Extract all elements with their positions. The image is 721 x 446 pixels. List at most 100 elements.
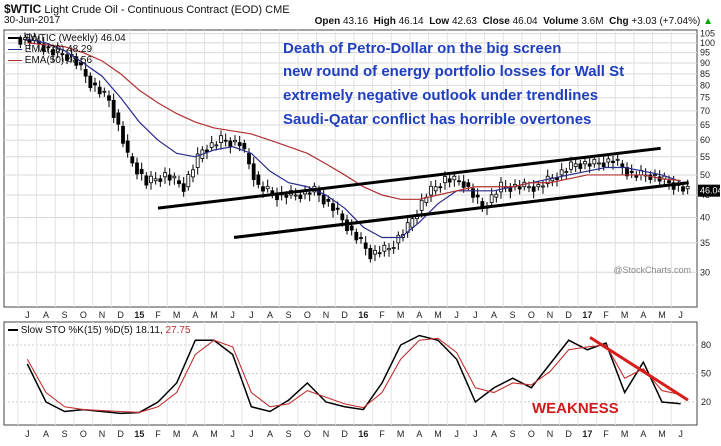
x-tick-label-top: D [117,310,124,320]
price-ema-lines [27,38,681,239]
weakness-label: WEAKNESS [532,400,619,417]
candle-body [167,174,172,181]
stoch-down-trendline [589,336,689,402]
x-tick-label-top: M [658,310,666,320]
candle-body [438,186,443,189]
price-tick-label: 55 [700,152,710,162]
x-tick-label-top: M [173,310,181,320]
candle-body [489,194,494,203]
x-tick-label-top: A [192,310,198,320]
stoch-legend-label: Slow STO %K(15) %D(5) [20,325,133,336]
candle-body [172,175,177,179]
ohlc-readout: Open 43.16 High 46.14 Low 42.63 Close 46… [314,16,713,27]
candle-body [149,175,153,184]
candle-body [583,161,587,165]
symbol: $WTIC [4,2,42,16]
candle-body [615,158,620,161]
change-arrow-icon: ▲ [703,16,713,27]
candle-body [51,49,55,56]
annotation-line-2: new round of energy portfolio losses for… [283,63,625,80]
x-tick-label-bottom: D [341,429,348,439]
x-tick-label-bottom: D [565,429,572,439]
candle-body [410,218,415,228]
stoch-tick-label: 20 [701,397,711,407]
candle-body [349,225,354,231]
volume-value: 3.6M [581,16,604,27]
candle-body [186,174,191,188]
stoch-legend: Slow STO %K(15) %D(5) 18.11, 27.75 [8,325,191,336]
candle-body [41,43,46,52]
x-tick-label-bottom: J [25,429,30,439]
x-tick-label-top: F [379,310,385,320]
candle-body [452,175,457,181]
symbol-name: Light Crude Oil - Continuous Contract (E… [44,4,263,16]
candle-body [419,199,424,211]
annotation-line-4: Saudi-Qatar conflict has horrible overto… [283,111,592,128]
price-tick-label: 100 [700,38,715,48]
stoch-grid [4,322,697,425]
candle-body [219,135,223,144]
candle-body [559,169,564,176]
candle-body [237,142,242,147]
candle-body [443,176,447,184]
candle-body [429,185,433,196]
candle-body [121,126,125,144]
x-tick-label-bottom: O [80,429,87,439]
candle-body [466,182,471,187]
candle-body [517,186,522,190]
candle-body [592,158,597,165]
price-tick-label: 95 [700,48,710,58]
candle-body [223,139,228,142]
candle-body [373,249,377,255]
x-tick-label-bottom: F [603,429,609,439]
candle-body [125,140,130,153]
candle-body [111,99,116,118]
brand-watermark: @StockCharts.com [613,265,691,275]
candle-body [475,194,480,198]
x-tick-label-bottom: J [454,429,459,439]
price-trendlines [157,146,689,240]
x-tick-label-top: N [547,310,554,320]
x-tick-label-bottom: A [267,429,273,439]
x-tick-label-top: F [155,310,161,320]
x-tick-label-bottom: N [99,429,106,439]
candle-body [377,252,382,255]
annotation-line-3: extremely negative outlook under trendli… [283,87,599,104]
ema-line [27,42,681,200]
x-tick-label-top: S [286,310,292,320]
price-tick-label: 30 [700,267,710,277]
candle-body [471,188,475,198]
price-tick-label: 65 [700,120,710,130]
candle-body [326,198,331,202]
x-tick-label-top: J [249,310,254,320]
exchange: CME [265,4,290,16]
x-tick-label-top: J [454,310,459,320]
x-tick-label-bottom: S [510,429,516,439]
x-tick-label-top: O [80,310,87,320]
x-axis-bottom: J A S O N D 15 F M A M J J A S O N D 16 F M A M J J A S O N D 17 F M A M J [25,429,683,439]
x-tick-label-bottom: N [323,429,330,439]
candle-body [139,168,144,175]
price-tick-label: 35 [700,238,710,248]
candle-body [293,194,298,197]
candle-body [433,186,438,192]
lower-trendline [233,181,689,240]
x-tick-label-bottom: A [416,429,422,439]
x-tick-label-bottom: O [304,429,311,439]
price-tick-label: 70 [700,106,710,116]
price-tick-label: 75 [700,93,710,103]
x-tick-label-bottom: J [678,429,683,439]
x-tick-label-bottom: J [249,429,254,439]
ema-line [27,38,681,239]
candle-body [261,186,265,192]
candle-body [209,142,214,148]
x-tick-label-bottom: 15 [134,429,144,439]
candle-body [527,186,531,189]
candle-body [177,180,181,185]
candle-body [195,153,200,168]
candle-body [653,174,657,176]
price-axis-labels: 303540455055606570758085909510010546.04 [698,29,721,277]
price-tick-label: 105 [700,29,715,39]
x-tick-label-bottom: 17 [582,429,592,439]
x-tick-label-top: S [510,310,516,320]
